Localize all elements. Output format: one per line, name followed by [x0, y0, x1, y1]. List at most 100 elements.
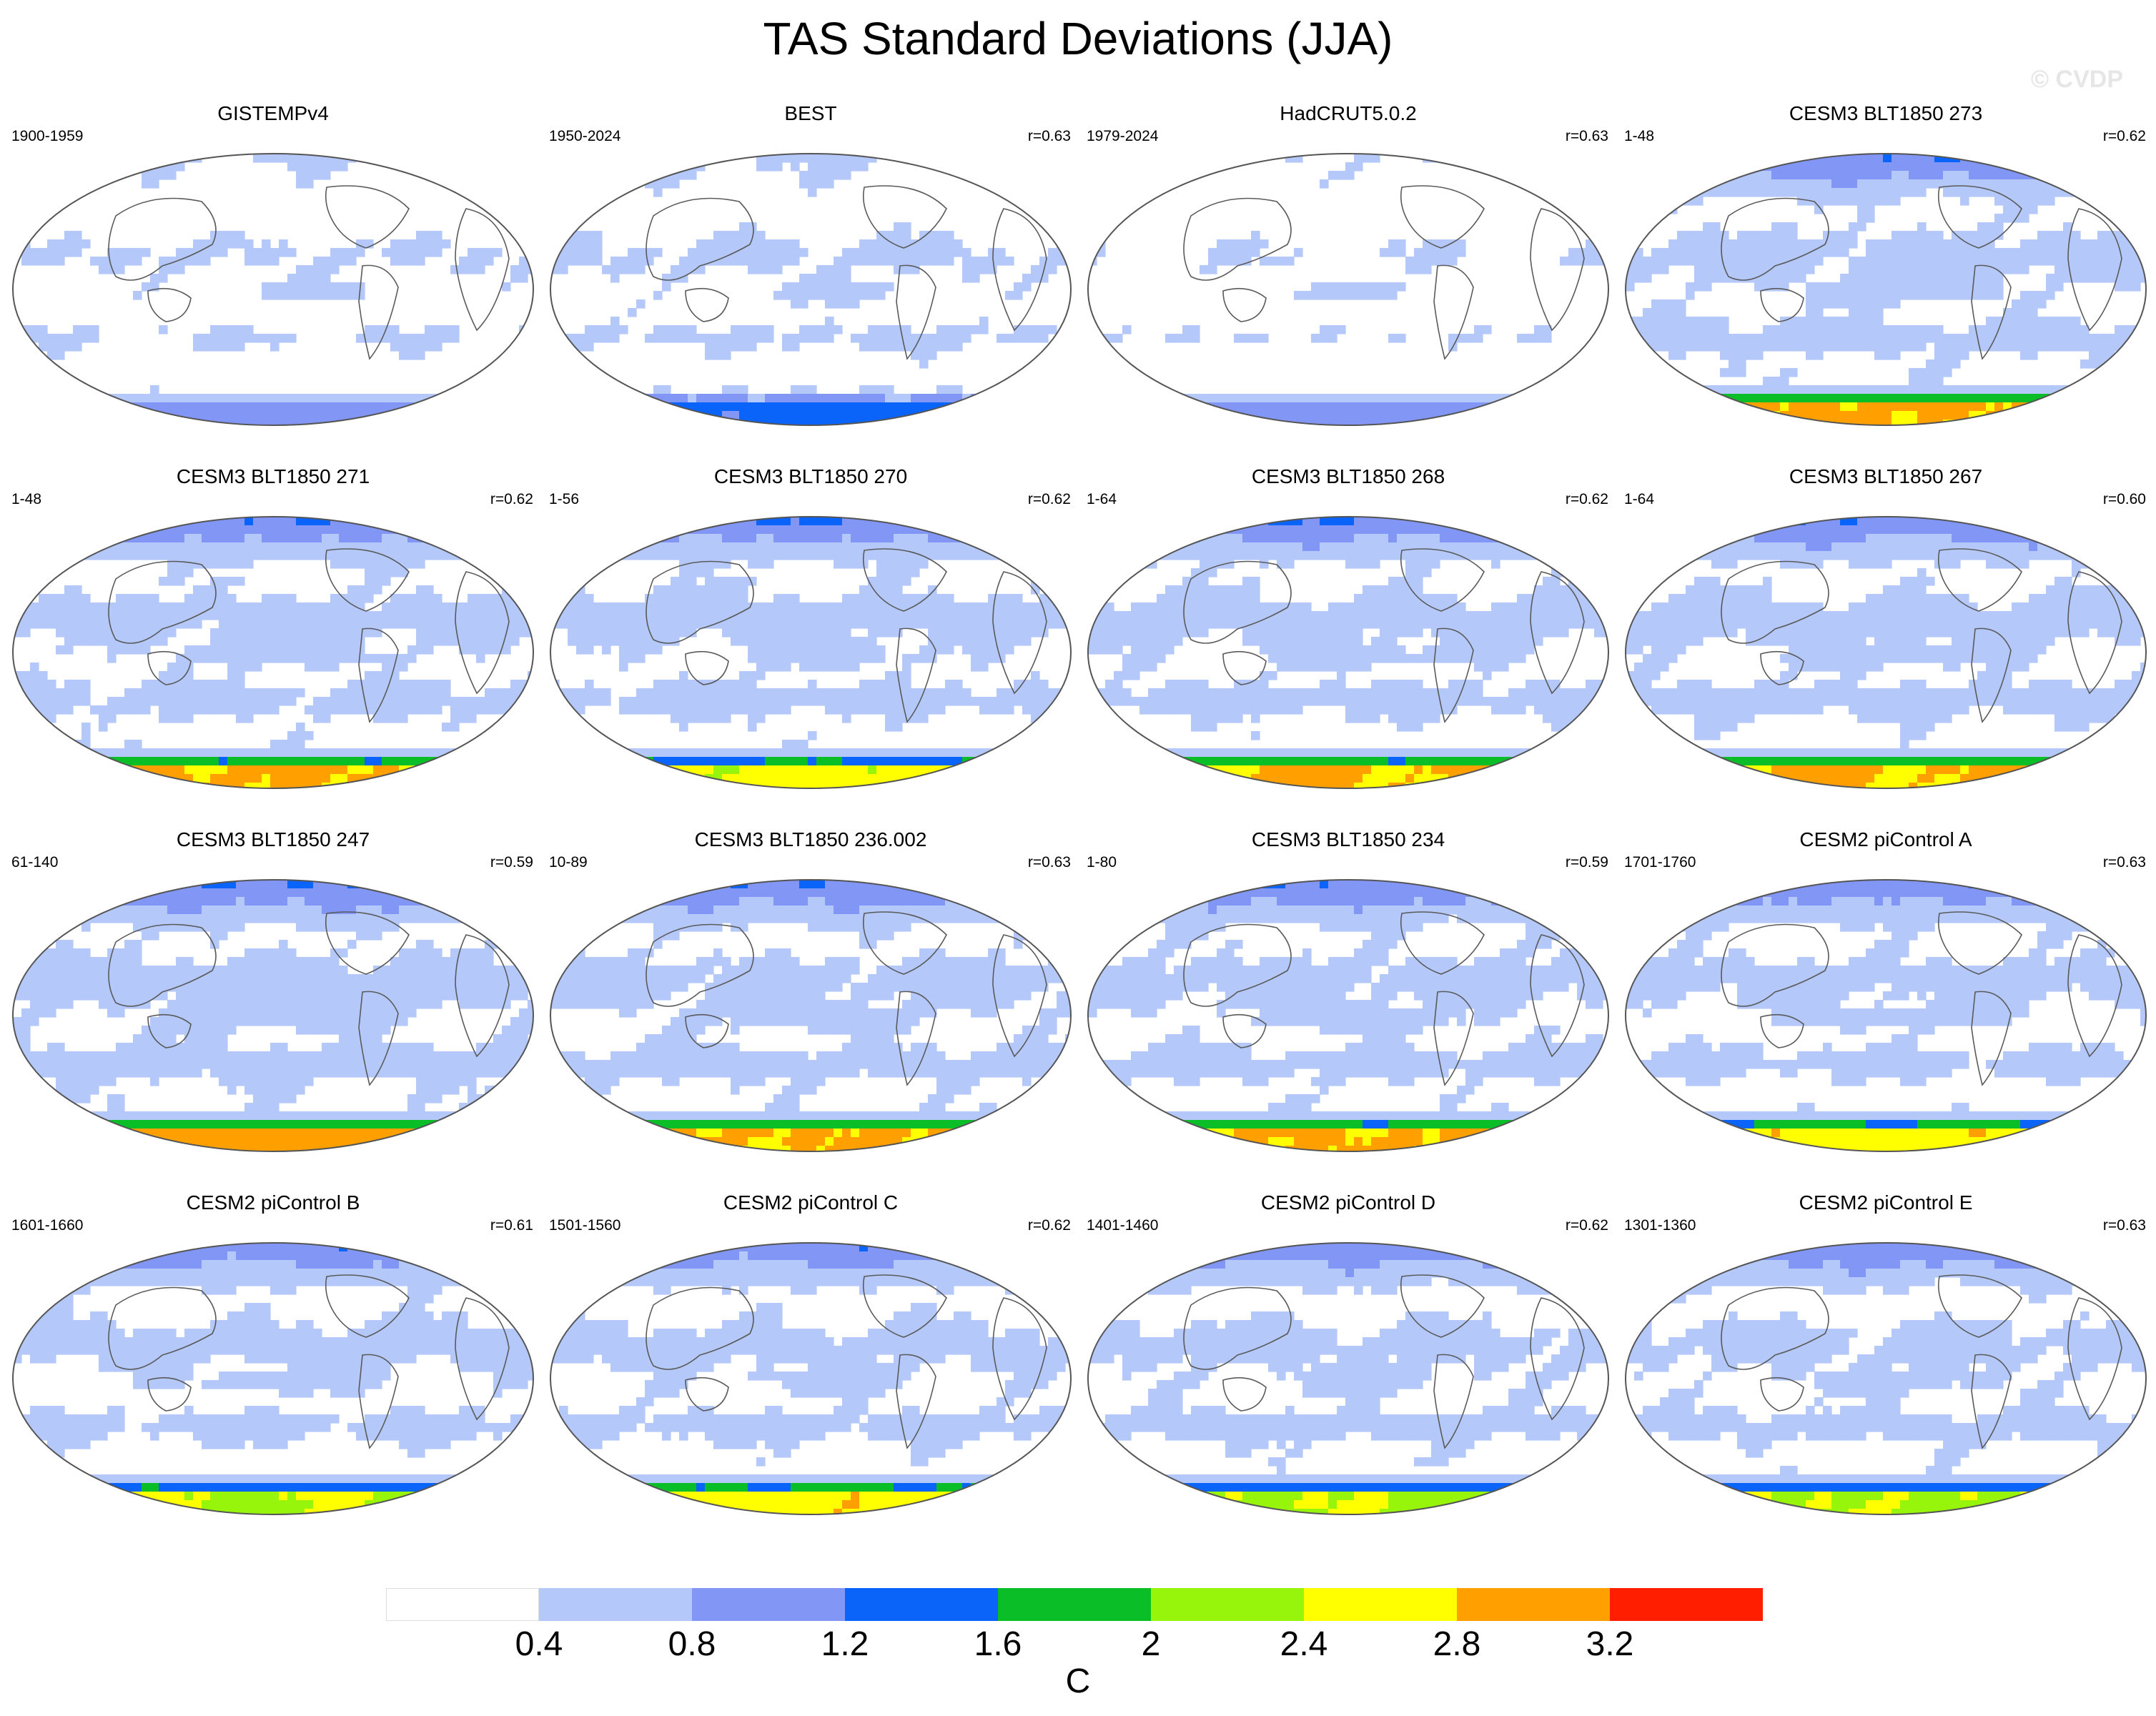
field-cell: [894, 525, 903, 535]
field-cell: [1986, 282, 1995, 292]
field-cell: [442, 525, 451, 535]
field-cell: [365, 585, 374, 595]
field-cell: [1586, 402, 1595, 412]
field-cell: [2080, 334, 2090, 343]
field-cell: [279, 282, 288, 292]
field-cell: [184, 534, 194, 543]
field-cell: [468, 697, 477, 706]
field-cell: [1217, 248, 1226, 257]
field-cell: [279, 765, 288, 775]
field-cell: [1857, 394, 1866, 403]
field-cell: [365, 525, 374, 535]
field-cell: [425, 334, 434, 343]
field-cell: [347, 645, 357, 655]
field-cell: [47, 705, 56, 715]
field-cell: [1883, 274, 1892, 283]
field-cell: [1039, 542, 1049, 552]
field-cell: [476, 162, 485, 172]
field-cell: [528, 171, 533, 180]
field-cell: [559, 517, 568, 526]
field-cell: [997, 154, 1006, 163]
field-cell: [47, 611, 56, 620]
field-cell: [210, 680, 219, 689]
field-cell: [825, 411, 834, 420]
field-cell: [1917, 179, 1927, 189]
field-cell: [1165, 334, 1175, 343]
field-cell: [244, 517, 254, 526]
field-cell: [610, 162, 620, 172]
field-cell: [270, 525, 280, 535]
field-cell: [1866, 171, 1875, 180]
field-cell: [47, 542, 56, 552]
field-cell: [493, 411, 503, 420]
field-cell: [1866, 317, 1875, 326]
field-cell: [476, 411, 485, 420]
field-cell: [116, 265, 125, 274]
field-cell: [2063, 265, 2072, 274]
field-cell: [1866, 214, 1875, 223]
field-cell: [1039, 394, 1049, 403]
field-cell: [176, 162, 185, 172]
field-cell: [1031, 585, 1040, 595]
field-cell: [834, 525, 843, 535]
field-cell: [1065, 542, 1071, 552]
field-cell: [1977, 402, 1987, 412]
field-cell: [2097, 274, 2107, 283]
field-cell: [1986, 154, 1995, 163]
field-cell: [476, 517, 485, 526]
field-cell: [1234, 334, 1243, 343]
field-cell: [2012, 317, 2021, 326]
field-cell: [2029, 179, 2038, 189]
field-cell: [902, 402, 911, 412]
field-cell: [1594, 420, 1603, 425]
field-cell: [1200, 411, 1209, 420]
field-cell: [1849, 411, 1858, 420]
field-cell: [928, 585, 937, 595]
field-cell: [219, 517, 228, 526]
field-cell: [610, 171, 620, 180]
field-cell: [653, 154, 663, 163]
field-cell: [253, 757, 262, 766]
field-cell: [936, 411, 946, 420]
field-cell: [834, 291, 843, 300]
field-cell: [688, 334, 697, 343]
coastline: [325, 185, 410, 249]
field-cell: [868, 394, 877, 403]
field-cell: [1022, 282, 1032, 292]
field-cell: [244, 257, 254, 266]
field-cell: [322, 663, 331, 672]
field-cell: [262, 394, 271, 403]
field-cell: [193, 334, 202, 343]
field-cell: [64, 628, 74, 638]
field-cell: [133, 525, 142, 535]
field-cell: [227, 620, 237, 629]
field-cell: [167, 402, 177, 412]
field-cell: [322, 697, 331, 706]
field-cell: [1943, 257, 1952, 266]
field-cell: [1200, 394, 1209, 403]
field-cell: [1917, 402, 1927, 412]
field-cell: [253, 411, 262, 420]
field-cell: [2029, 308, 2038, 317]
field-cell: [2140, 179, 2146, 189]
field-cell: [390, 239, 400, 249]
field-cell: [1840, 291, 1849, 300]
field-cell: [1737, 248, 1746, 257]
field-cell: [330, 637, 340, 646]
field-cell: [1737, 188, 1746, 197]
field-cell: [1122, 162, 1132, 172]
field-cell: [585, 239, 594, 249]
field-cell: [244, 748, 254, 758]
field-cell: [1677, 402, 1686, 412]
field-cell: [1311, 420, 1320, 425]
field-cell: [765, 602, 774, 612]
coastline: [1400, 185, 1485, 249]
field-cell: [1543, 402, 1552, 412]
field-cell: [322, 783, 331, 788]
field-cell: [928, 534, 937, 543]
field-cell: [1302, 420, 1312, 425]
field-cell: [1926, 282, 1935, 292]
field-cell: [416, 688, 425, 698]
field-cell: [1039, 334, 1049, 343]
field-cell: [2089, 420, 2098, 425]
